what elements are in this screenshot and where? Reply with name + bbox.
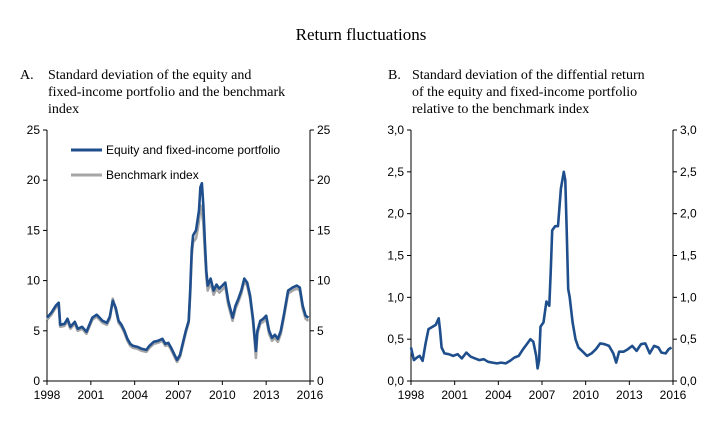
panel-a-x-tick-label: 1998 (34, 388, 61, 402)
panel-a-y-tick-label-left: 10 (27, 274, 41, 288)
panel-a-y-tick-label-left: 20 (27, 173, 41, 187)
panel-b-y-tick-label-left: 2,5 (387, 165, 404, 179)
panel-a-y-tick-label-right: 25 (317, 123, 331, 137)
panel-b-x-tick-label: 2001 (441, 388, 468, 402)
panel-a-x-tick-label: 2001 (77, 388, 104, 402)
panel-b-y-tick-label-left: 3,0 (387, 123, 404, 137)
panel-a: A. Standard deviation of the equity and … (20, 68, 331, 402)
panel-b-title-line-1: Standard deviation of the diffential ret… (412, 68, 645, 83)
panel-b: B. Standard deviation of the diffential … (387, 68, 697, 402)
panel-b-x-tick-label: 2004 (485, 388, 512, 402)
panel-a-title-line-2: fixed-income portfolio and the benchmark (48, 85, 285, 100)
panel-b-y-tick-label-right: 0,0 (680, 374, 697, 388)
panel-b-y-tick-label-right: 0,5 (680, 332, 697, 346)
panel-b-y-tick-label-left: 0,0 (387, 374, 404, 388)
panel-b-letter: B. (388, 68, 401, 83)
panel-b-series-line-1 (409, 170, 673, 370)
legend-label-1: Equity and fixed-income portfolio (106, 143, 280, 157)
panel-a-x-tick-label: 2004 (121, 388, 148, 402)
panel-b-title-line-3: relative to the benchmark index (412, 102, 589, 117)
panel-a-series-line-1 (46, 181, 310, 362)
panel-a-y-tick-label-right: 20 (317, 173, 331, 187)
panel-a-x-tick-label: 2016 (297, 388, 324, 402)
panel-a-x-tick-label: 2007 (165, 388, 192, 402)
figure-title: Return fluctuations (296, 25, 427, 44)
panel-a-x-tick-label: 2013 (253, 388, 280, 402)
panel-b-y-tick-label-right: 3,0 (680, 123, 697, 137)
panel-b-y-tick-label-right: 2,0 (680, 207, 697, 221)
panel-a-y-tick-label-right: 5 (317, 324, 324, 338)
panel-b-y-tick-label-right: 2,5 (680, 165, 697, 179)
panel-a-y-tick-label-right: 10 (317, 274, 331, 288)
panel-b-y-tick-label-right: 1,5 (680, 249, 697, 263)
panel-b-y-tick-label-left: 0,5 (387, 332, 404, 346)
panel-a-series-line-2 (46, 204, 310, 364)
panel-a-title-line-1: Standard deviation of the equity and (48, 68, 251, 83)
panel-a-y-tick-label-right: 0 (317, 374, 324, 388)
panel-b-y-tick-label-left: 2,0 (387, 207, 404, 221)
panel-a-y-tick-label-left: 5 (33, 324, 40, 338)
panel-b-x-tick-label: 1998 (398, 388, 425, 402)
panel-a-letter: A. (20, 68, 34, 83)
panel-b-x-tick-label: 2013 (616, 388, 643, 402)
panel-a-title-line-3: index (48, 102, 79, 117)
panel-a-y-tick-label-left: 25 (27, 123, 41, 137)
legend-label-2: Benchmark index (106, 168, 199, 182)
panel-a-y-tick-label-left: 15 (27, 223, 41, 237)
panel-b-y-tick-label-left: 1,5 (387, 249, 404, 263)
panel-a-y-tick-label-left: 0 (33, 374, 40, 388)
panel-b-y-tick-label-right: 1,0 (680, 290, 697, 304)
panel-b-title-line-2: of the equity and fixed-income portfolio (412, 85, 637, 100)
panel-a-x-tick-label: 2010 (209, 388, 236, 402)
panel-b-x-tick-label: 2007 (529, 388, 556, 402)
panel-b-y-tick-label-left: 1,0 (387, 290, 404, 304)
panel-b-x-tick-label: 2010 (572, 388, 599, 402)
panel-a-y-tick-label-right: 15 (317, 223, 331, 237)
panel-b-x-tick-label: 2016 (660, 388, 687, 402)
